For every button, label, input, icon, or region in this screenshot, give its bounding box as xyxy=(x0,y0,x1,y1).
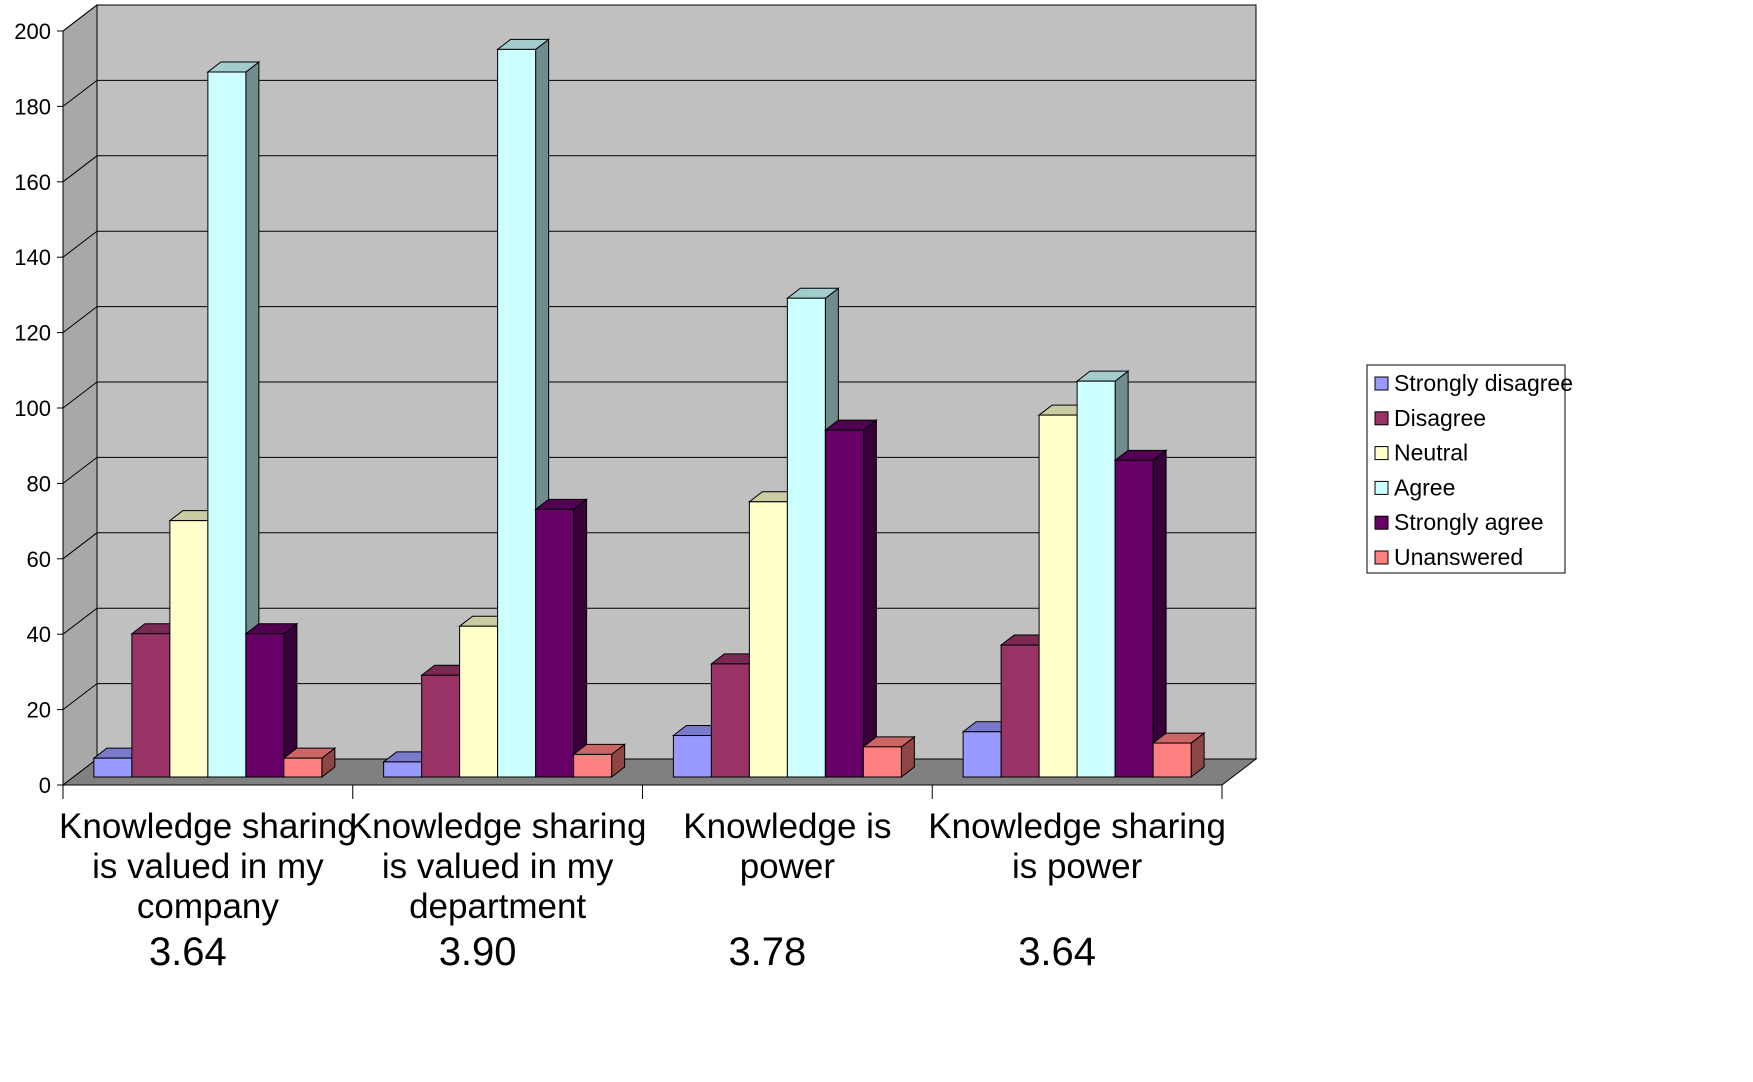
legend-swatch xyxy=(1374,515,1389,530)
bar xyxy=(206,60,261,779)
legend-label: Strongly agree xyxy=(1394,509,1544,535)
bar-side xyxy=(573,498,588,779)
bar xyxy=(823,419,878,779)
legend-label: Agree xyxy=(1394,474,1455,500)
y-tick-label: 160 xyxy=(14,170,51,195)
x-category-label-line: is valued in my xyxy=(92,847,324,886)
score-label: 3.78 xyxy=(728,930,806,974)
bar-side xyxy=(1152,449,1167,779)
bar-front xyxy=(207,71,247,778)
x-category-label-line: is valued in my xyxy=(382,847,614,886)
gridline xyxy=(62,155,1256,183)
legend-swatch xyxy=(1374,411,1389,426)
bar-front xyxy=(169,520,209,778)
x-category-label-line: is power xyxy=(1012,847,1143,886)
y-tick-label: 40 xyxy=(27,622,51,647)
legend-label: Disagree xyxy=(1394,405,1486,431)
x-category-label-line: department xyxy=(409,887,586,926)
bar-front xyxy=(1076,380,1116,778)
bar xyxy=(534,498,589,779)
score-label: 3.90 xyxy=(439,930,517,974)
bar-front xyxy=(672,735,712,778)
bar-front xyxy=(383,761,423,778)
y-tick-label: 120 xyxy=(14,321,51,346)
bar-front xyxy=(535,508,575,778)
bar-front xyxy=(1114,459,1154,778)
y-tick-label: 140 xyxy=(14,245,51,270)
bar xyxy=(861,735,916,779)
bar-front xyxy=(497,48,537,778)
y-tick-label: 80 xyxy=(27,471,51,496)
legend-swatch xyxy=(1374,480,1389,495)
gridline xyxy=(62,230,1256,258)
legend-label: Neutral xyxy=(1394,440,1468,466)
x-category-label-line: company xyxy=(137,887,280,926)
bar xyxy=(282,747,337,779)
y-tick-label: 0 xyxy=(39,773,51,798)
bar-side xyxy=(862,419,877,779)
bar xyxy=(1151,732,1206,779)
x-category-label: Knowledge sharing is valued in my company xyxy=(59,807,357,926)
y-tick-label: 200 xyxy=(14,19,51,44)
bar-front xyxy=(862,746,902,778)
legend-item: Disagree xyxy=(1374,405,1486,431)
legend-label: Strongly disagree xyxy=(1394,370,1573,396)
gridline xyxy=(62,306,1256,333)
bar-front xyxy=(786,297,826,778)
legend-label: Unanswered xyxy=(1394,544,1523,570)
legend-item: Strongly agree xyxy=(1374,509,1544,535)
legend-swatch xyxy=(1374,550,1389,565)
x-category-label-line: Knowledge sharing xyxy=(59,807,357,846)
legend-box xyxy=(1366,364,1566,574)
legend-item: Unanswered xyxy=(1374,544,1523,570)
gridline xyxy=(62,4,1256,32)
x-category-label-line: Knowledge sharing xyxy=(349,807,647,846)
legend-item: Agree xyxy=(1374,474,1455,500)
bar xyxy=(244,622,299,779)
bar-front xyxy=(421,674,461,778)
bar xyxy=(1113,449,1168,779)
bar-front xyxy=(573,753,613,778)
bar-front xyxy=(710,663,750,778)
bar-front xyxy=(283,757,323,778)
legend-swatch xyxy=(1374,446,1389,461)
y-tick-label: 60 xyxy=(27,547,51,572)
y-tick-label: 180 xyxy=(14,94,51,119)
bar-front xyxy=(245,633,285,778)
x-category-label: Knowledge sharing is power xyxy=(928,807,1226,886)
score-labels: 3.64 3.90 3.78 3.64 xyxy=(149,930,1096,974)
y-axis-tick-labels: 0 20 40 60 80 100 120 140 160 180 200 xyxy=(14,19,51,798)
x-axis-category-labels: Knowledge sharing is valued in my companyK… xyxy=(59,807,1226,926)
legend: Strongly disagree Disagree Neutral Agree Str… xyxy=(1366,364,1573,574)
bar-front xyxy=(93,757,133,778)
x-category-label-line: Knowledge is xyxy=(683,807,891,846)
bar-front xyxy=(459,625,499,778)
bar-front xyxy=(1038,414,1078,778)
x-category-label: Knowledge is power xyxy=(683,807,891,886)
bar-front xyxy=(131,633,171,778)
bar-front xyxy=(1000,644,1040,778)
x-category-label: Knowledge sharing is valued in my departme… xyxy=(349,807,647,926)
x-category-label-line: power xyxy=(740,847,836,886)
x-category-label-line: Knowledge sharing xyxy=(928,807,1226,846)
score-label: 3.64 xyxy=(1018,930,1096,974)
legend-item: Neutral xyxy=(1374,440,1468,466)
axes xyxy=(57,30,1223,799)
gridline xyxy=(62,381,1256,409)
bar-front xyxy=(748,501,788,778)
bar-front xyxy=(824,429,864,778)
score-label: 3.64 xyxy=(149,930,227,974)
y-tick-label: 100 xyxy=(14,396,51,421)
bar-front xyxy=(962,731,1002,778)
bars xyxy=(92,38,1206,779)
legend-item: Strongly disagree xyxy=(1374,370,1573,396)
legend-swatch xyxy=(1374,376,1389,391)
bar xyxy=(572,743,627,779)
y-tick-label: 20 xyxy=(27,698,51,723)
gridline xyxy=(62,79,1256,107)
bar-front xyxy=(1152,742,1192,778)
